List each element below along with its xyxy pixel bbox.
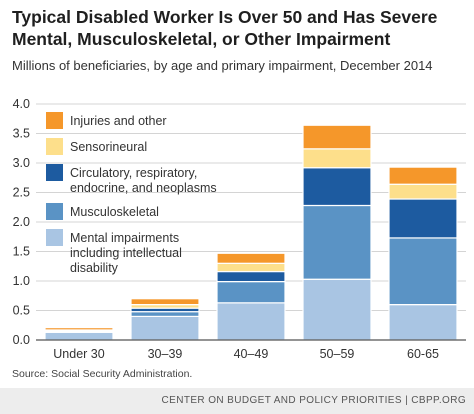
bar-segment	[388, 198, 458, 239]
x-tick-label: Under 30	[53, 347, 104, 361]
y-tick-label: 0.5	[13, 304, 30, 318]
legend-label: Injuries and other	[70, 114, 167, 128]
y-tick-label: 2.5	[13, 186, 30, 200]
x-tick-label: 50–59	[320, 347, 355, 361]
legend-label: Circulatory, respiratory,	[70, 166, 197, 180]
bar-segment	[388, 183, 458, 200]
bar-segment	[216, 252, 286, 264]
y-tick-label: 2.0	[13, 215, 30, 229]
y-tick-label: 4.0	[13, 97, 30, 111]
legend-swatch	[46, 112, 63, 129]
bar-segment	[388, 166, 458, 185]
chart-title-line-2: Mental, Musculoskeletal, or Other Impair…	[12, 29, 391, 49]
footer-credit: CENTER ON BUDGET AND POLICY PRIORITIES |…	[161, 395, 466, 406]
bar-segment	[216, 262, 286, 273]
bar-segment	[388, 304, 458, 341]
x-tick-label: 30–39	[148, 347, 183, 361]
bar-segment	[302, 204, 372, 280]
footer-bar: CENTER ON BUDGET AND POLICY PRIORITIES |…	[0, 388, 474, 414]
legend-label: including intellectual	[70, 246, 182, 260]
legend-label: endocrine, and neoplasms	[70, 181, 217, 195]
bar-segment	[216, 270, 286, 283]
bar-segment	[302, 148, 372, 169]
bar-segment	[302, 124, 372, 150]
stacked-bar-chart: 0.0 0.5 1.0 1.5 2.0 2.5 3.0 3.5 4.0 Under 30 30–39…	[13, 97, 466, 361]
bar-segment	[302, 278, 372, 341]
bar-segment	[130, 315, 200, 341]
legend-swatch	[46, 229, 63, 246]
x-tick-label: 60-65	[407, 347, 439, 361]
chart-title: Typical Disabled Worker Is Over 50 and H…	[12, 6, 468, 50]
bar-segment	[130, 298, 200, 306]
legend-label: Sensorineural	[70, 140, 147, 154]
bar-segment	[44, 327, 114, 331]
bar-segment	[44, 331, 114, 341]
chart-title-line-1: Typical Disabled Worker Is Over 50 and H…	[12, 7, 438, 27]
bar-segment	[216, 280, 286, 304]
legend-swatch	[46, 138, 63, 155]
chart-subtitle: Millions of beneficiaries, by age and pr…	[12, 58, 433, 73]
y-tick-label: 0.0	[13, 333, 30, 347]
bar-segment	[302, 167, 372, 207]
bar-segment	[130, 311, 200, 317]
legend-label: Mental impairments	[70, 231, 179, 245]
legend-swatch	[46, 164, 63, 181]
legend-label: disability	[70, 261, 119, 275]
bar-segment	[388, 237, 458, 306]
source-note: Source: Social Security Administration.	[12, 368, 193, 380]
y-tick-label: 3.5	[13, 127, 30, 141]
x-tick-label: 40–49	[234, 347, 269, 361]
bar-segment	[216, 302, 286, 341]
y-tick-label: 1.5	[13, 245, 30, 259]
legend-label: Musculoskeletal	[70, 205, 159, 219]
y-tick-label: 1.0	[13, 274, 30, 288]
legend-swatch	[46, 203, 63, 220]
y-tick-label: 3.0	[13, 156, 30, 170]
